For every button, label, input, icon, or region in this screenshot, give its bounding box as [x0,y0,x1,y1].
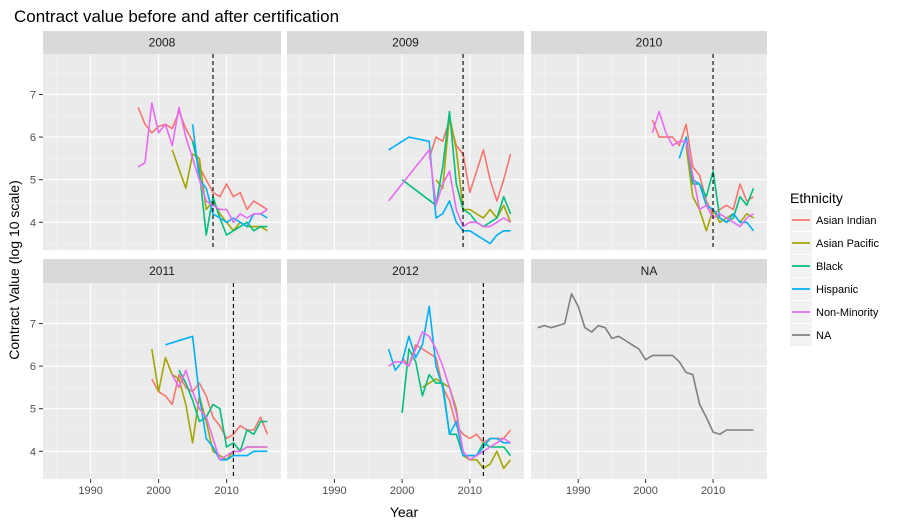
series-line [651,119,754,215]
panel-background [43,283,281,479]
y-tick-label: 7 [30,318,36,330]
series-line [401,110,512,228]
series-line [401,348,512,457]
x-tick-label: 1990 [566,485,590,497]
panel-background [287,54,524,250]
x-tick-label: 2010 [458,485,482,497]
facet-strip [287,31,524,54]
facet-strip [43,259,281,283]
y-tick-label: 5 [30,175,36,187]
y-tick-label: 4 [30,446,36,458]
series-line [428,119,512,202]
series-line [421,378,512,470]
facet-panel: NA 1990 2000 2010 [531,259,767,497]
x-tick-label: 2000 [633,485,657,497]
x-tick-label: 2010 [214,485,238,497]
panel-background [531,283,767,479]
facet-panel: 2012 1990 2000 2010 [287,259,524,497]
series-line [137,102,268,224]
series-line [165,335,268,461]
legend-entry-label: Asian Pacific [816,238,879,250]
y-tick-label: 5 [30,404,36,416]
facet-strip [531,259,767,283]
facet-strip [43,31,281,54]
series-line [171,369,268,461]
y-tick-label: 4 [30,217,36,229]
series-line [137,107,268,211]
facet-strip-label: 2011 [149,264,175,278]
facet-strip-label: 2009 [392,36,419,50]
facet-panel: 2011 4 5 6 7 1990 2000 2010 [30,259,281,497]
facet-panel: 2010 [531,31,767,250]
series-line [191,141,268,236]
x-tick-label: 1990 [78,485,102,497]
y-tick-label: 6 [30,361,36,373]
series-line [387,149,511,228]
facet-strip-label: NA [641,264,658,278]
series-line [171,149,268,232]
x-axis-title: Year [390,504,419,520]
chart-title: Contract value before and after certific… [14,7,339,26]
facet-strip [287,259,524,283]
panel-background [43,54,281,250]
y-tick-label: 6 [30,132,36,144]
series-line [537,292,754,436]
legend-entry-label: Black [816,261,843,273]
facet-panel: 2008 4 5 6 7 [30,31,281,250]
legend: Ethnicity Asian Indian Asian Pacific Black… [790,190,879,346]
legend-title: Ethnicity [790,190,843,206]
facet-strip-label: 2010 [636,36,663,50]
y-axis-title: Contract Value (log 10 scale) [6,180,22,360]
series-line [178,369,268,453]
facet-panel: 2009 [287,31,524,250]
x-tick-label: 2000 [390,485,414,497]
legend-entry-label: NA [816,330,832,342]
legend-entry-label: Non-Minority [816,307,879,319]
series-line [685,145,754,232]
x-tick-label: 1990 [322,485,346,497]
series-line [651,110,754,228]
series-line [387,305,511,457]
legend-entry-label: Hispanic [816,284,859,296]
x-tick-label: 2010 [701,485,725,497]
facet-strip [531,31,767,54]
facet-strip-label: 2012 [392,264,419,278]
legend-entry-label: Asian Indian [816,215,877,227]
series-line [388,331,511,461]
y-tick-label: 7 [30,89,36,101]
facet-strip-label: 2008 [149,36,176,50]
x-tick-label: 2000 [146,485,170,497]
